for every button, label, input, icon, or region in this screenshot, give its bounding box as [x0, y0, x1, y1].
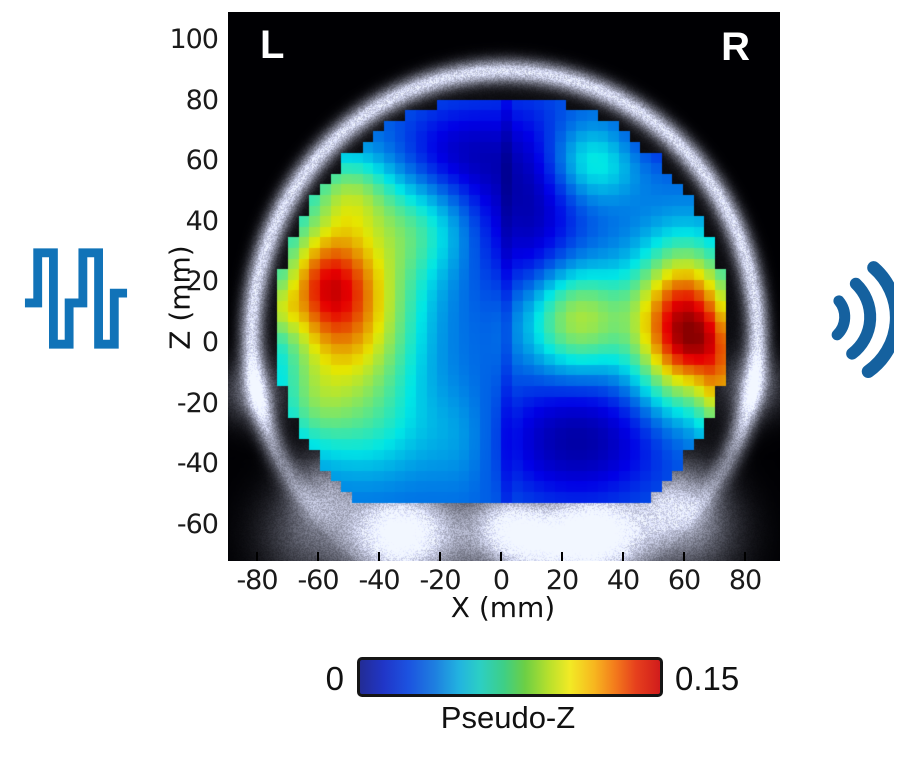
x-tick-mark — [561, 552, 563, 561]
z-tick-label: -40 — [176, 448, 219, 480]
x-tick-label: 20 — [545, 565, 579, 596]
z-tick-label: -60 — [176, 508, 219, 540]
x-tick-label: -60 — [297, 565, 339, 596]
x-tick-mark — [317, 552, 319, 561]
x-tick-mark — [683, 552, 685, 561]
x-tick-label: 40 — [606, 565, 640, 596]
colorbar-gradient — [357, 657, 663, 697]
x-tick-label: -40 — [358, 565, 400, 596]
x-tick-label: 80 — [728, 565, 762, 596]
brain-heatmap-canvas — [228, 12, 780, 561]
x-tick-mark — [439, 552, 441, 561]
colorbar-max-label: 0.15 — [675, 660, 740, 697]
brain-map-plot: L R — [228, 12, 780, 561]
square-wave-stimulus-icon — [24, 248, 128, 349]
x-tick-mark — [622, 552, 624, 561]
x-tick-mark — [256, 552, 258, 561]
x-tick-mark — [744, 552, 746, 561]
x-tick-label: -80 — [236, 565, 278, 596]
orientation-label-left: L — [260, 23, 285, 67]
z-tick-label: 20 — [185, 266, 219, 298]
colorbar-title: Pseudo-Z — [440, 700, 576, 735]
x-tick-mark — [378, 552, 380, 561]
colorbar-min-label: 0 — [325, 660, 344, 697]
x-tick-label: 0 — [492, 565, 510, 596]
z-tick-label: 40 — [185, 205, 219, 237]
x-axis-label: X (mm) — [450, 591, 556, 624]
x-tick-label: -20 — [419, 565, 461, 596]
sound-waves-icon — [831, 261, 894, 379]
z-tick-label: -20 — [176, 387, 219, 419]
z-tick-label: 0 — [201, 327, 219, 358]
orientation-label-right: R — [721, 25, 750, 69]
z-tick-label: 60 — [185, 145, 219, 177]
z-tick-label: 80 — [185, 84, 219, 116]
z-tick-label: 100 — [169, 24, 219, 55]
x-tick-label: 60 — [667, 565, 701, 596]
x-tick-mark — [500, 552, 502, 561]
